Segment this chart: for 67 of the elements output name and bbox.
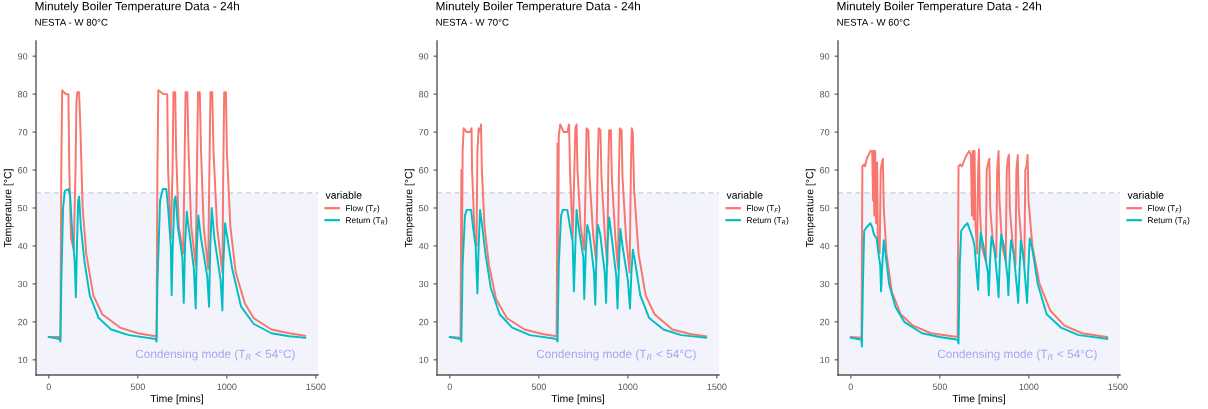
x-tick-label: 0 bbox=[447, 383, 452, 390]
x-tick-label: 0 bbox=[848, 383, 853, 390]
y-tick-label: 50 bbox=[17, 204, 28, 212]
legend-title: variable bbox=[325, 191, 362, 199]
y-tick-label: 20 bbox=[18, 318, 28, 326]
chart-title: Minutely Boiler Temperature Data - 24h bbox=[436, 1, 640, 13]
y-tick-label: 40 bbox=[418, 242, 429, 250]
legend-label: Return (T$_{R}$) bbox=[1148, 217, 1190, 225]
legend-label: Flow (T$_{F}$) bbox=[1148, 205, 1182, 213]
y-tick-label: 50 bbox=[418, 204, 429, 212]
x-axis-title: Time [mins] bbox=[952, 394, 1005, 405]
y-tick-label: 30 bbox=[17, 280, 28, 288]
legend-title: variable bbox=[726, 191, 763, 199]
y-axis-title: Temperature [°C] bbox=[3, 169, 14, 248]
line-series bbox=[448, 208, 708, 343]
y-tick-label: 50 bbox=[819, 204, 830, 212]
x-tick-label: 1500 bbox=[707, 383, 727, 390]
legend-label: Return (T$_{R}$) bbox=[346, 217, 388, 225]
y-tick-label: 80 bbox=[419, 91, 429, 98]
line-series bbox=[47, 188, 307, 343]
y-tick-label: 90 bbox=[419, 53, 429, 60]
y-tick-label: 40 bbox=[819, 242, 830, 250]
legend-label: Return (T$_{R}$) bbox=[747, 217, 789, 225]
y-tick-label: 30 bbox=[418, 280, 429, 288]
x-tick-label: 500 bbox=[130, 383, 146, 390]
x-tick-label: 1000 bbox=[1019, 383, 1039, 390]
y-tick-label: 20 bbox=[820, 318, 830, 326]
y-tick-label: 60 bbox=[820, 167, 830, 174]
chart-subtitle: NESTA - W 70°C bbox=[436, 18, 509, 26]
chart-title: Minutely Boiler Temperature Data - 24h bbox=[837, 1, 1041, 13]
y-tick-label: 10 bbox=[419, 356, 429, 364]
y-tick-label: 40 bbox=[17, 242, 28, 250]
y-tick-label: 10 bbox=[820, 356, 830, 364]
y-tick-label: 60 bbox=[419, 167, 429, 174]
y-tick-label: 70 bbox=[419, 129, 429, 136]
line-series bbox=[849, 222, 1109, 348]
y-tick-label: 70 bbox=[18, 129, 28, 136]
legend-label: Flow (T$_{F}$) bbox=[747, 205, 781, 213]
legend-title: variable bbox=[1127, 191, 1164, 199]
x-tick-label: 1500 bbox=[1108, 383, 1128, 390]
y-tick-label: 80 bbox=[820, 91, 830, 98]
y-axis-title: Temperature [°C] bbox=[404, 169, 415, 248]
y-tick-label: 10 bbox=[18, 356, 28, 364]
x-tick-label: 500 bbox=[932, 383, 948, 390]
x-axis-title: Time [mins] bbox=[150, 394, 203, 405]
x-tick-label: 0 bbox=[46, 383, 51, 390]
y-tick-label: 90 bbox=[18, 53, 28, 60]
y-tick-label: 70 bbox=[820, 129, 830, 136]
y-tick-label: 30 bbox=[819, 280, 830, 288]
x-tick-label: 1500 bbox=[306, 383, 326, 390]
y-tick-label: 20 bbox=[419, 318, 429, 326]
chart-subtitle: NESTA - W 80°C bbox=[35, 18, 108, 26]
chart-subtitle: NESTA - W 60°C bbox=[837, 18, 910, 26]
y-tick-label: 80 bbox=[18, 91, 28, 98]
chart-title: Minutely Boiler Temperature Data - 24h bbox=[35, 1, 239, 13]
legend-label: Flow (T$_{F}$) bbox=[346, 205, 380, 213]
y-axis-title: Temperature [°C] bbox=[805, 169, 816, 248]
x-axis-title: Time [mins] bbox=[551, 394, 604, 405]
x-tick-label: 1000 bbox=[618, 383, 638, 390]
line-series bbox=[849, 148, 1109, 339]
band-label: Condensing mode (T$_{R}$ < 54°C) bbox=[536, 349, 696, 361]
y-tick-label: 90 bbox=[820, 53, 830, 60]
band-label: Condensing mode (T$_{R}$ < 54°C) bbox=[937, 349, 1097, 361]
x-tick-label: 500 bbox=[531, 383, 547, 390]
band-label: Condensing mode (T$_{R}$ < 54°C) bbox=[135, 349, 295, 361]
y-tick-label: 60 bbox=[18, 167, 28, 174]
x-tick-label: 1000 bbox=[217, 383, 237, 390]
